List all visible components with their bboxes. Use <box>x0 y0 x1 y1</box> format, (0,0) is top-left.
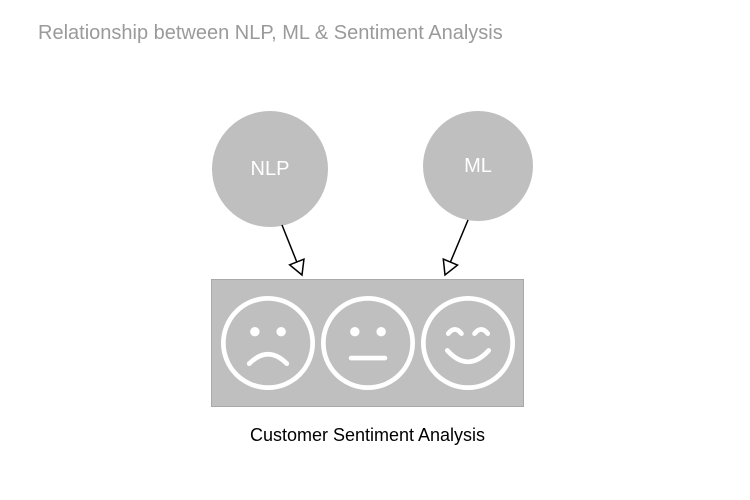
diagram-stage: Relationship between NLP, ML & Sentiment… <box>0 0 750 500</box>
node-sentiment-box <box>211 279 524 407</box>
node-sentiment-label: Customer Sentiment Analysis <box>250 425 485 446</box>
face-neutral-icon <box>321 296 415 390</box>
face-happy-icon <box>421 296 515 390</box>
face-sad-icon <box>221 296 315 390</box>
